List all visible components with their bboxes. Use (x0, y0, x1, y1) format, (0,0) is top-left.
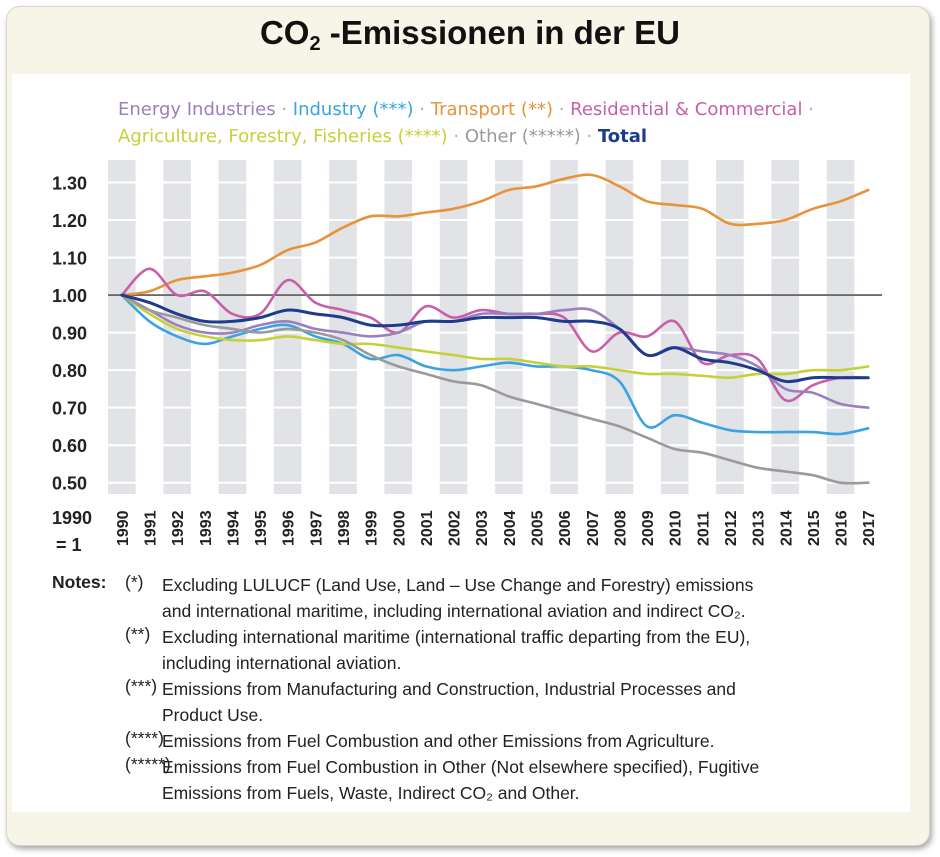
series-line (120, 173, 870, 297)
grid-column (108, 160, 136, 494)
grid-column (605, 160, 634, 494)
note-mark: (*) (125, 572, 144, 592)
y-tick-label: 1.20 (52, 211, 87, 231)
x-tick-label: 1994 (225, 510, 242, 546)
legend: Energy Industries · Industry (***) · Tra… (118, 96, 898, 150)
grid-column (771, 160, 800, 494)
y-tick-label: 0.70 (52, 399, 87, 419)
series-line (120, 267, 870, 403)
note-text: Emissions from Fuel Combustion and other… (162, 731, 715, 751)
y-tick-label: 0.90 (52, 324, 87, 344)
x-tick-label: 1990 (115, 510, 132, 546)
note-text: Emissions from Manufacturing and Constru… (162, 679, 736, 725)
legend-item: Transport (**) (430, 99, 553, 120)
legend-item: Industry (***) (292, 99, 414, 120)
note-text: Emissions from Fuel Combustion in Other … (162, 757, 760, 803)
legend-separator: · (802, 99, 814, 120)
x-tick-label: 1998 (336, 510, 353, 546)
note-mark: (****) (125, 728, 164, 748)
x-tick-label: 1995 (253, 510, 270, 546)
x-tick-label: 2005 (529, 510, 546, 546)
series-line (120, 293, 870, 380)
series-line (120, 293, 870, 409)
x-tick-label: 2006 (557, 510, 574, 546)
x-tick-label: 1991 (142, 510, 159, 546)
y-tick-label: 0.60 (52, 436, 87, 456)
note-2: (**) Excluding international maritime (i… (52, 624, 912, 676)
x-tick-label: 2004 (502, 510, 519, 546)
y-tick-label: 1.00 (52, 286, 87, 306)
x-tick-label: 1999 (364, 510, 381, 546)
x-tick-label: 2010 (668, 510, 685, 546)
x-tick-label: 2015 (806, 510, 823, 546)
legend-item: Residential & Commercial (570, 99, 803, 120)
grid-column (163, 160, 191, 494)
notes-label: Notes: (52, 572, 107, 592)
note-mark: (**) (125, 624, 151, 644)
x-tick-label: 2009 (640, 510, 657, 546)
note-mark: (***) (125, 676, 158, 696)
grid-column (439, 160, 468, 494)
x-tick-label: 2002 (447, 510, 464, 546)
series-line (120, 293, 870, 384)
chart-title: CO2 -Emissionen in der EU (259, 14, 681, 55)
y-tick-label: 0.80 (52, 361, 87, 381)
legend-item: Energy Industries (118, 99, 276, 120)
grid-column (826, 160, 855, 494)
x-tick-label: 1993 (198, 510, 215, 546)
legend-item: Total (597, 126, 648, 147)
x-tick-label: 2011 (695, 511, 712, 546)
y-axis-label: = 1 (56, 535, 82, 555)
grid-column (495, 160, 523, 494)
grid-column (716, 160, 744, 494)
x-tick-label: 2017 (861, 510, 878, 546)
x-tick-label: 2003 (474, 510, 491, 546)
legend-item: Other (*****) (464, 126, 581, 147)
x-tick-label: 1996 (281, 510, 298, 546)
legend-separator: · (552, 99, 571, 120)
x-tick-label: 1992 (170, 510, 187, 546)
y-tick-label: 1.30 (52, 174, 87, 194)
x-tick-label: 2013 (751, 510, 768, 546)
note-3: (***) Emissions from Manufacturing and C… (52, 676, 912, 728)
y-tick-label: 1.10 (52, 249, 87, 269)
x-tick-label: 2012 (723, 510, 740, 546)
x-tick-label: 2014 (778, 510, 795, 546)
legend-item: Agriculture, Forestry, Fisheries (****) (118, 126, 448, 147)
y-axis-label: 1990 (52, 508, 92, 528)
x-tick-label: 2016 (834, 510, 851, 546)
x-tick-label: 2001 (419, 510, 436, 546)
series-line (120, 293, 870, 485)
note-1: Notes: (*) Excluding LULUCF (Land Use, L… (52, 572, 912, 624)
x-tick-label: 2000 (391, 510, 408, 546)
note-text: Excluding international maritime (intern… (162, 627, 751, 673)
grid-column (550, 160, 578, 494)
legend-separator: · (275, 99, 293, 120)
legend-separator: · (413, 99, 431, 120)
x-tick-label: 2007 (585, 510, 602, 546)
legend-separator: · (447, 126, 465, 147)
grid-column (329, 160, 357, 494)
notes: Notes: (*) Excluding LULUCF (Land Use, L… (52, 572, 912, 806)
note-5: (*****) Emissions from Fuel Combustion i… (52, 754, 912, 806)
note-4: (****) Emissions from Fuel Combustion an… (52, 728, 912, 754)
x-tick-label: 1997 (308, 510, 325, 546)
x-tick-label: 2008 (612, 510, 629, 546)
note-text: Excluding LULUCF (Land Use, Land – Use C… (162, 575, 754, 621)
legend-separator: · (580, 126, 598, 147)
note-mark: (*****) (125, 754, 171, 774)
y-tick-label: 0.50 (52, 474, 87, 494)
grid-column (660, 160, 689, 494)
